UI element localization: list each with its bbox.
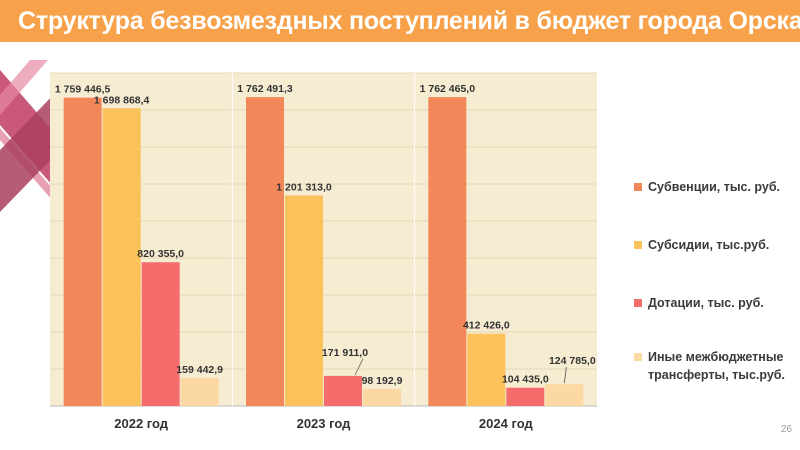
bar xyxy=(428,97,467,406)
bar xyxy=(63,97,102,406)
data-label: 159 442,9 xyxy=(176,364,223,376)
legend-item: Субсидии, тыс.руб. xyxy=(634,236,800,254)
category-label: 2022 год xyxy=(114,416,169,431)
bar xyxy=(545,384,584,406)
category-label: 2024 год xyxy=(479,416,534,431)
legend-label: Субвенции, тыс. руб. xyxy=(648,180,781,194)
bar xyxy=(324,375,362,406)
bar xyxy=(467,333,506,406)
legend-swatch xyxy=(634,353,642,361)
legend-swatch xyxy=(634,183,642,191)
title-bar: Структура безвозмездных поступлений в бю… xyxy=(0,0,800,42)
data-label: 98 192,9 xyxy=(362,375,403,387)
legend-label: Дотации, тыс. руб. xyxy=(648,296,764,310)
legend-swatch xyxy=(634,299,642,307)
legend-label: Иные межбюджетные трансферты, тыс.руб. xyxy=(648,350,785,382)
plot-background xyxy=(50,73,597,406)
bar xyxy=(102,108,141,406)
data-label: 104 435,0 xyxy=(502,374,549,386)
data-label: 124 785,0 xyxy=(549,355,596,367)
label-leader-line xyxy=(563,367,567,384)
data-label: 1 759 446,5 xyxy=(55,84,111,96)
page-number: 26 xyxy=(780,424,792,435)
legend-swatch xyxy=(634,241,642,249)
bar xyxy=(246,97,284,406)
bar xyxy=(363,388,401,406)
legend-item: Дотации, тыс. руб. xyxy=(634,294,800,312)
legend-item: Иные межбюджетные трансферты, тыс.руб. xyxy=(634,348,800,384)
bar xyxy=(180,378,219,406)
data-label: 1 698 868,4 xyxy=(94,94,150,106)
data-label: 171 911,0 xyxy=(322,347,368,359)
category-label: 2023 год xyxy=(297,416,352,431)
slide-title: Структура безвозмездных поступлений в бю… xyxy=(18,7,800,35)
bar xyxy=(506,387,545,406)
data-label: 1 201 313,0 xyxy=(276,181,332,193)
data-label: 1 762 465,0 xyxy=(420,83,476,95)
data-label: 1 762 491,3 xyxy=(237,83,293,95)
legend-item: Субвенции, тыс. руб. xyxy=(634,178,800,196)
legend-label: Субсидии, тыс.руб. xyxy=(648,238,770,252)
ribbon-shape-4 xyxy=(0,60,48,115)
bar xyxy=(141,262,180,406)
data-label: 820 355,0 xyxy=(137,248,184,260)
ribbon-shape-3 xyxy=(0,88,60,212)
label-leader-line xyxy=(354,358,364,376)
data-label: 412 426,0 xyxy=(463,320,510,332)
bar xyxy=(285,195,323,406)
